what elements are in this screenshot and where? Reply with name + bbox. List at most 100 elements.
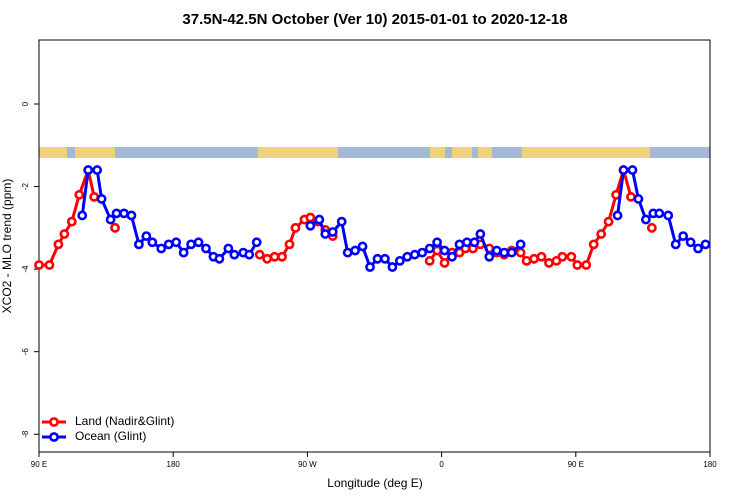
data-point [342, 247, 353, 258]
legend-marker [49, 432, 59, 442]
data-point [640, 214, 651, 225]
data-point [134, 239, 144, 250]
data-point [469, 237, 480, 248]
data-point [147, 237, 158, 248]
data-point [572, 260, 583, 270]
data-point [409, 249, 420, 260]
data-point [66, 216, 77, 227]
data-point [557, 251, 568, 262]
data-point [34, 260, 44, 270]
data-point [432, 245, 443, 256]
data-point [588, 239, 599, 250]
chart-title: 37.5N-42.5N October (Ver 10) 2015-01-01 … [182, 11, 567, 28]
data-point [111, 208, 122, 219]
data-point [126, 210, 137, 221]
x-tick-label: 180 [167, 460, 181, 469]
data-point [475, 229, 486, 239]
data-point [515, 247, 526, 258]
data-point [229, 249, 240, 260]
data-point [59, 229, 70, 239]
data-point [44, 260, 55, 270]
data-point [484, 251, 495, 262]
data-point [402, 251, 413, 262]
data-point [612, 210, 623, 221]
data-point [92, 165, 103, 175]
data-point [670, 239, 681, 250]
data-point [305, 220, 316, 231]
data-point [305, 212, 316, 223]
data-point [262, 253, 273, 264]
data-point [700, 239, 711, 250]
map-strip [39, 147, 710, 158]
data-point [171, 237, 182, 248]
data-point [53, 239, 64, 250]
data-point [119, 208, 129, 219]
data-point [663, 210, 674, 221]
x-tick-label: 90 E [31, 460, 47, 469]
data-point [83, 165, 94, 175]
data-point [201, 243, 211, 254]
data-point [536, 251, 547, 262]
data-point [254, 249, 265, 260]
x-tick-label: 90 W [298, 460, 317, 469]
x-tick-label: 0 [439, 460, 444, 469]
legend-label: Ocean (Glint) [75, 429, 146, 443]
data-point [269, 251, 280, 262]
data-point [357, 241, 368, 252]
data-point [284, 239, 295, 250]
data-point [447, 251, 457, 262]
data-point [462, 237, 472, 248]
data-point [163, 239, 174, 250]
data-point [186, 239, 196, 250]
legend-label: Land (Nadir&Glint) [75, 414, 174, 428]
data-point [439, 245, 450, 256]
data-point [633, 194, 644, 204]
data-point [627, 165, 638, 175]
data-point [96, 194, 107, 204]
data-point [223, 243, 234, 254]
data-point [566, 251, 577, 262]
data-point [544, 258, 554, 268]
data-point [603, 216, 614, 227]
data-point [581, 260, 592, 270]
data-point [178, 247, 189, 258]
data-point [156, 243, 167, 254]
data-point [646, 222, 657, 233]
data-point [89, 191, 100, 202]
data-point [244, 249, 255, 260]
x-axis-label: Longitude (deg E) [327, 476, 422, 490]
data-point [380, 253, 390, 264]
data-point [74, 189, 85, 200]
data-point [515, 239, 526, 250]
y-tick-label: -4 [21, 265, 30, 273]
data-point [678, 231, 689, 241]
data-point [314, 214, 325, 225]
data-point [506, 247, 517, 258]
data-point [432, 237, 443, 248]
data-point [320, 229, 331, 239]
data-point [372, 253, 383, 264]
data-point [193, 237, 204, 248]
data-point [626, 191, 636, 202]
data-point [110, 222, 120, 233]
data-point [277, 251, 287, 262]
data-point [387, 262, 398, 272]
y-tick-label: 0 [21, 101, 30, 106]
data-point [424, 255, 435, 266]
data-point [77, 210, 88, 221]
data-point [454, 239, 465, 250]
x-tick-label: 90 E [568, 460, 584, 469]
data-point [693, 243, 703, 254]
y-tick-label: -6 [21, 348, 30, 356]
y-tick-label: -8 [21, 430, 30, 438]
data-point [596, 229, 607, 239]
legend-marker [49, 417, 59, 427]
data-point [251, 237, 262, 248]
data-point [417, 247, 428, 258]
data-point [654, 208, 665, 219]
data-point [529, 253, 539, 264]
data-point [618, 165, 629, 175]
data-point [394, 255, 405, 266]
data-point [141, 231, 152, 241]
